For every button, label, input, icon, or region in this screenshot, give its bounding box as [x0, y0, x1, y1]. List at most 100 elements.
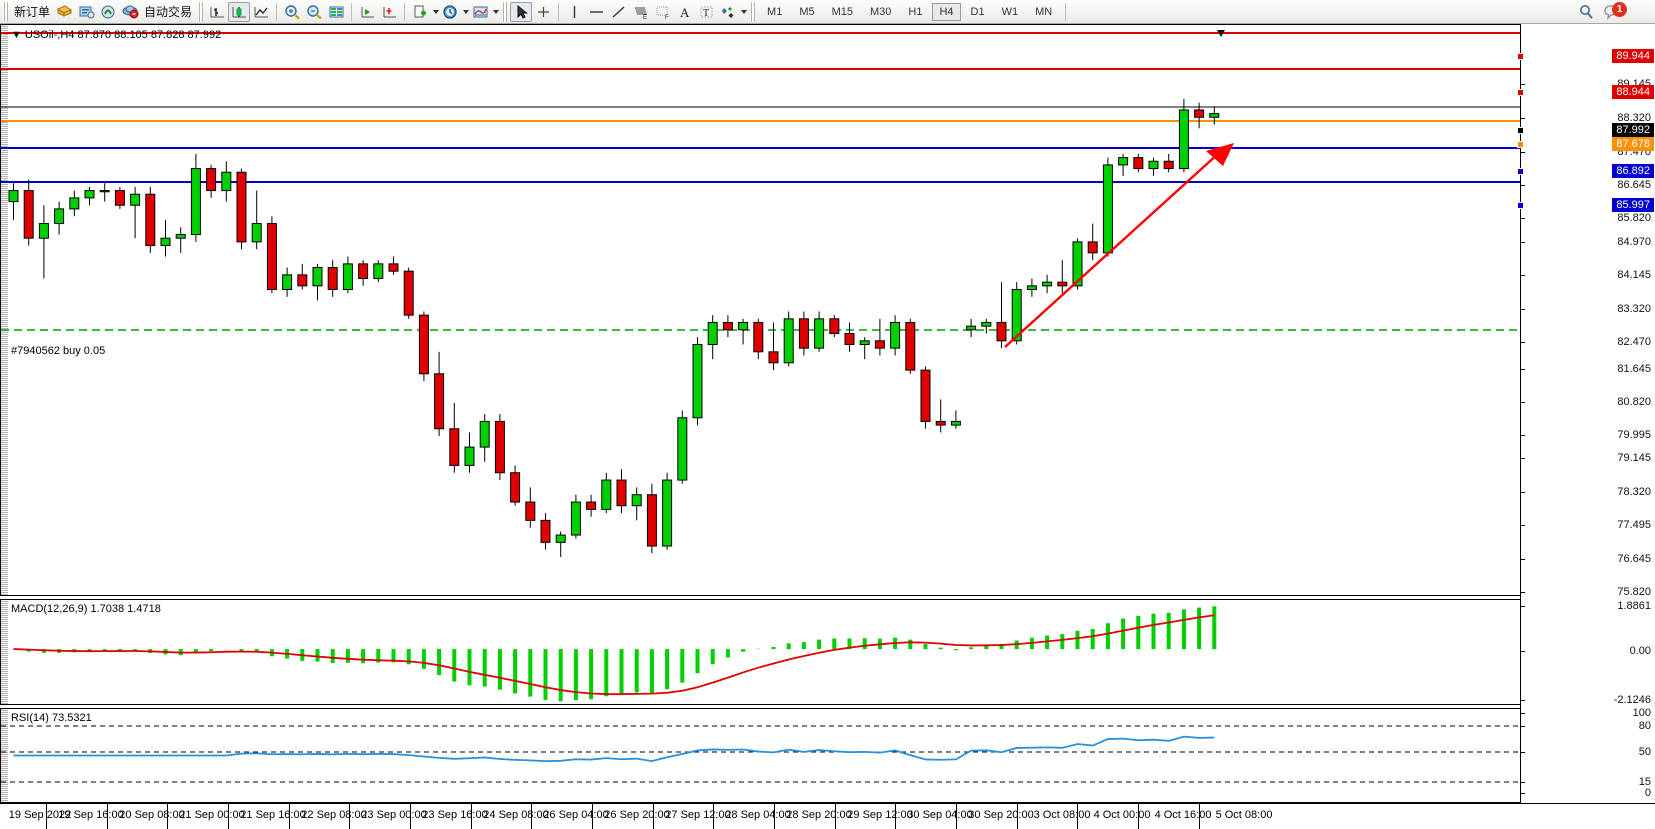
price-tick-mark [1521, 492, 1525, 493]
toolbar-grip[interactable] [3, 1, 8, 22]
svg-text:T: T [703, 8, 709, 19]
time-label-19: 4 Oct 16:00 [1154, 809, 1212, 821]
objects-icon[interactable] [717, 2, 739, 22]
price-tick-85820: 85.820 [1617, 212, 1651, 224]
bar-chart-icon[interactable] [206, 2, 228, 22]
time-label-5: 22 Sep 08:00 [301, 809, 367, 821]
macd-tick-000: 0.00 [1629, 645, 1651, 657]
main-toolbar: 新订单 自动交易 [0, 0, 1655, 24]
current-price-label[interactable]: 87.992 [1612, 123, 1654, 137]
text-icon[interactable]: A [673, 2, 695, 22]
candle-body [677, 417, 688, 481]
crosshair-icon[interactable] [532, 2, 554, 22]
resistance-line-89944-handle[interactable] [1517, 53, 1524, 60]
price-pane[interactable]: ▼ USOil-,H4 87.870 88.105 87.828 87.992 #… [0, 24, 1521, 596]
time-axis-sep [289, 804, 290, 829]
order-level-87678[interactable]: 87.678 [1612, 137, 1654, 151]
rsi-tick-mark [1521, 726, 1525, 727]
candle-body [1118, 157, 1129, 166]
fibo-icon[interactable]: E [629, 2, 651, 22]
shift-start-icon[interactable] [356, 2, 378, 22]
timeframe-m15[interactable]: M15 [831, 5, 853, 18]
price-tick-mark [1521, 525, 1525, 526]
vline-icon[interactable] [563, 2, 585, 22]
support-line-86892-handle[interactable] [1517, 168, 1524, 175]
toolbar-grip-2[interactable] [198, 1, 204, 22]
price-tick-mark [1521, 369, 1525, 370]
candle-body [327, 267, 338, 291]
trendline-icon[interactable] [607, 2, 629, 22]
candle-body [479, 420, 490, 448]
macd-pane[interactable]: MACD(12,26,9) 1.7038 1.4718 [0, 599, 1520, 705]
templates-dropdown-caret[interactable] [433, 9, 440, 14]
time-axis-sep [713, 804, 714, 829]
period-dropdown-caret[interactable] [463, 9, 470, 14]
candle-body [1011, 289, 1022, 342]
resistance-line-88944-handle[interactable] [1517, 89, 1524, 96]
timeframe-h1[interactable]: H1 [908, 5, 923, 18]
search-icon[interactable] [1577, 3, 1597, 21]
candle-body [768, 351, 779, 364]
macd-pane-grip[interactable] [1, 600, 8, 704]
zoom-in-icon[interactable] [281, 2, 303, 22]
candle-body [540, 519, 551, 543]
indicators-dropdown-caret[interactable] [493, 9, 500, 14]
timeframe-mn[interactable]: MN [1035, 5, 1053, 18]
fibo-f-icon[interactable]: F [651, 2, 673, 22]
price-tick-80820: 80.820 [1617, 396, 1651, 408]
support-line-85997[interactable]: 85.997 [1612, 198, 1654, 212]
candle-body [631, 494, 642, 507]
data-window-icon[interactable] [325, 2, 347, 22]
zoom-out-icon[interactable] [303, 2, 325, 22]
timeframe-d1[interactable]: D1 [970, 5, 985, 18]
line-chart-icon[interactable] [250, 2, 272, 22]
rsi-pane[interactable]: RSI(14) 73.5321 [0, 708, 1521, 803]
resistance-line-88944[interactable]: 88.944 [1612, 85, 1654, 99]
support-line-86892[interactable]: 86.892 [1612, 164, 1654, 178]
time-label-11: 27 Sep 12:00 [665, 809, 731, 821]
price-scale[interactable]: 89.145 88.320 87.470 86.645 85.820 84.970 84.1… [1517, 24, 1655, 804]
period-icon[interactable] [439, 2, 461, 22]
autotrade-icon[interactable] [119, 2, 141, 22]
candle-body [342, 263, 353, 291]
timeframe-h4[interactable]: H4 [932, 2, 961, 21]
rsi-tick-mark [1521, 713, 1525, 714]
timeframe-m30[interactable]: M30 [870, 5, 892, 18]
price-tick-86645: 86.645 [1617, 179, 1651, 191]
hline-icon[interactable] [585, 2, 607, 22]
candlestick-icon[interactable] [228, 1, 251, 22]
templates-icon[interactable] [409, 2, 431, 22]
indicators-icon[interactable] [469, 2, 491, 22]
folder-icon[interactable] [53, 2, 75, 22]
timeframe-m5[interactable]: M5 [799, 5, 815, 18]
toolbar-grip-4[interactable] [750, 1, 756, 22]
pane-grip[interactable] [1, 25, 8, 595]
candle-body [160, 237, 171, 247]
chart-header-caret-icon[interactable]: ▼ [11, 29, 22, 41]
navigator-icon[interactable] [97, 2, 119, 22]
rsi-pane-grip[interactable] [1, 709, 8, 802]
price-tick-81645: 81.645 [1617, 363, 1651, 375]
resistance-line-89944[interactable]: 89.944 [1612, 49, 1654, 63]
autotrade-button[interactable]: 自动交易 [141, 1, 195, 23]
time-label-4: 21 Sep 16:00 [240, 809, 306, 821]
terminal-icon[interactable] [75, 2, 97, 22]
time-axis[interactable]: 19 Sep 2022 19 Sep 16:00 20 Sep 08:00 21 Se… [0, 803, 1655, 829]
timeframe-m1[interactable]: M1 [767, 5, 783, 18]
rsi-tick-80: 80 [1638, 720, 1651, 732]
candle-body [84, 190, 95, 199]
new-order-button[interactable]: 新订单 [11, 1, 53, 23]
alerts-icon[interactable]: 1 [1603, 2, 1629, 22]
timeframe-w1[interactable]: W1 [1001, 5, 1019, 18]
toolbar-grip-3[interactable] [502, 1, 508, 22]
rsi-tick-mark [1521, 752, 1525, 753]
support-line-85997-handle[interactable] [1517, 202, 1524, 209]
cursor-icon[interactable] [510, 1, 533, 22]
objects-dropdown-caret[interactable] [741, 9, 748, 14]
label-icon[interactable]: T [695, 2, 717, 22]
candle-body [996, 321, 1007, 342]
candle-body [829, 318, 840, 334]
order-level-87678-handle[interactable] [1517, 141, 1524, 148]
current-price-label-handle[interactable] [1517, 127, 1524, 134]
shift-end-icon[interactable] [378, 2, 400, 22]
